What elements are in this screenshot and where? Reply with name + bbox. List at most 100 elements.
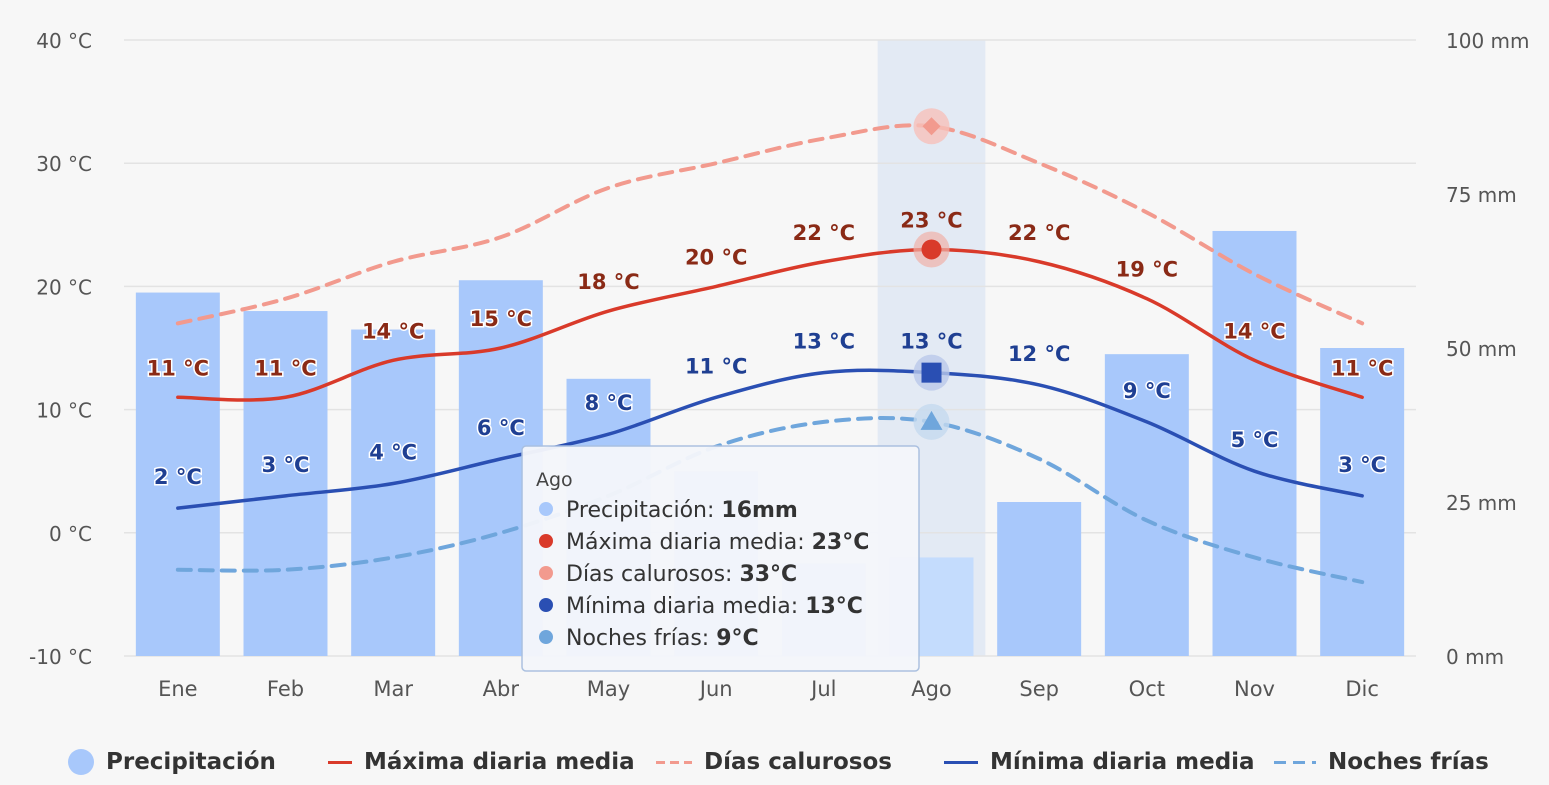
y-left-tick-label: 30 °C (36, 152, 92, 176)
tooltip-row-label: Precipitación: (566, 498, 721, 523)
tooltip-row-dot (539, 598, 553, 612)
legend-label-min: Mínima diaria media (990, 749, 1255, 775)
legend-label-max: Máxima diaria media (364, 749, 635, 775)
tooltip-row-dot (539, 566, 553, 580)
series-line-max (176, 247, 1364, 402)
data-label-max: 15 °C (470, 307, 532, 331)
data-label-min: 13 °C (793, 330, 855, 354)
tooltip-row: Noches frías: 9°C (566, 626, 759, 651)
y-left-tick-label: 10 °C (36, 399, 92, 423)
tooltip-row-value: 16mm (721, 498, 797, 523)
legend-label-cold: Noches frías (1328, 749, 1489, 775)
series-line-min (176, 368, 1364, 510)
precipitation-bar (1104, 354, 1189, 656)
legend-hot-dashed-line (656, 760, 692, 764)
precipitation-bar (1320, 348, 1405, 656)
x-tick-label: Abr (483, 677, 520, 701)
data-label-max: 19 °C (1116, 258, 1178, 282)
x-tick-label: Dic (1345, 677, 1379, 701)
y-left-tick-label: 40 °C (36, 29, 92, 53)
tooltip-row: Máxima diaria media: 23°C (566, 530, 869, 555)
tooltip-row-label: Noches frías: (566, 626, 716, 651)
precipitation-bar (135, 292, 220, 656)
x-tick-label: Nov (1234, 677, 1275, 701)
y-left-tick-label: 0 °C (49, 522, 92, 546)
legend-precipitation-swatch (68, 749, 94, 775)
tooltip: Ago Precipitación: 16mm Máxima diaria medi… (521, 445, 920, 672)
precipitation-bar (997, 502, 1082, 656)
data-label-min: 8 °C (585, 391, 633, 415)
x-tick-label: Jul (809, 677, 836, 701)
tooltip-row: Precipitación: 16mm (566, 498, 798, 523)
series-line-cold (175, 416, 1365, 585)
data-label-max: 18 °C (577, 270, 639, 294)
data-label-max: 11 °C (1331, 356, 1393, 380)
precipitation-bar (1212, 230, 1297, 656)
legend-max-line (328, 760, 352, 764)
precipitation-bar (351, 329, 436, 656)
data-label-min: 11 °C (685, 354, 747, 378)
tooltip-row-dot (539, 630, 553, 644)
data-label-max: 14 °C (1223, 319, 1285, 343)
y-left-tick-label: -10 °C (29, 645, 92, 669)
data-label-max: 22 °C (1008, 221, 1070, 245)
series-line-hot (175, 123, 1365, 326)
data-label-min: 2 °C (154, 465, 202, 489)
data-label-max: 11 °C (254, 356, 316, 380)
data-label-min: 13 °C (900, 330, 962, 354)
legend-label-precipitation: Precipitación (106, 749, 276, 775)
hover-marker-cold (920, 410, 943, 430)
x-tick-label: Mar (373, 677, 413, 701)
data-label-max: 22 °C (793, 221, 855, 245)
tooltip-row-value: 23°C (812, 530, 870, 555)
tooltip-row-label: Mínima diaria media: (566, 594, 805, 619)
data-label-min: 5 °C (1231, 428, 1279, 452)
hover-marker-max (921, 239, 942, 260)
tooltip-row-dot (539, 534, 553, 548)
data-label-max: 23 °C (900, 208, 962, 232)
tooltip-row-value: 13°C (805, 594, 863, 619)
tooltip-row-value: 33°C (739, 562, 797, 587)
tooltip-row-dot (539, 502, 553, 516)
x-tick-label: Sep (1019, 677, 1059, 701)
tooltip-row: Días calurosos: 33°C (566, 562, 797, 587)
y-right-tick-label: 75 mm (1446, 183, 1517, 207)
tooltip-row-label: Días calurosos: (566, 562, 739, 587)
data-label-min: 6 °C (477, 416, 525, 440)
x-tick-label: Jun (698, 677, 733, 701)
climate-chart: 40 °C 30 °C 20 °C 10 °C 0 °C -10 °C 100 mm 75 m… (29, 29, 1530, 701)
x-tick-label: Feb (267, 677, 304, 701)
y-right-tick-label: 50 mm (1446, 337, 1517, 361)
legend-item-min[interactable]: Mínima diaria media (944, 742, 1255, 782)
x-tick-label: May (587, 677, 630, 701)
legend-item-hot[interactable]: Días calurosos (656, 742, 892, 782)
hover-marker-hot (922, 117, 941, 136)
tooltip-row: Mínima diaria media: 13°C (566, 594, 863, 619)
legend: Precipitación Máxima diaria media Días c… (0, 742, 1549, 782)
hover-marker-min (921, 362, 942, 383)
data-label-max: 20 °C (685, 245, 747, 269)
data-label-min: 12 °C (1008, 342, 1070, 366)
y-right-tick-label: 100 mm (1446, 29, 1530, 53)
legend-item-precipitation[interactable]: Precipitación (68, 742, 276, 782)
tooltip-title: Ago (536, 469, 573, 491)
data-label-min: 3 °C (262, 453, 310, 477)
legend-cold-dashed-line (1274, 760, 1316, 764)
tooltip-row-label: Máxima diaria media: (566, 530, 812, 555)
x-tick-label: Oct (1129, 677, 1165, 701)
x-tick-label: Ene (158, 677, 198, 701)
data-label-min: 4 °C (369, 441, 417, 465)
legend-item-cold[interactable]: Noches frías (1274, 742, 1489, 782)
precipitation-bar (243, 311, 328, 656)
tooltip-box (521, 445, 920, 672)
legend-item-max[interactable]: Máxima diaria media (328, 742, 635, 782)
legend-label-hot: Días calurosos (704, 749, 892, 775)
data-label-max: 11 °C (147, 356, 209, 380)
y-right-tick-label: 25 mm (1446, 491, 1517, 515)
tooltip-row-value: 9°C (716, 626, 758, 651)
y-right-tick-label: 0 mm (1446, 645, 1504, 669)
x-tick-label: Ago (911, 677, 952, 701)
data-label-min: 3 °C (1338, 453, 1386, 477)
data-label-min: 9 °C (1123, 379, 1171, 403)
legend-min-line (944, 760, 978, 764)
